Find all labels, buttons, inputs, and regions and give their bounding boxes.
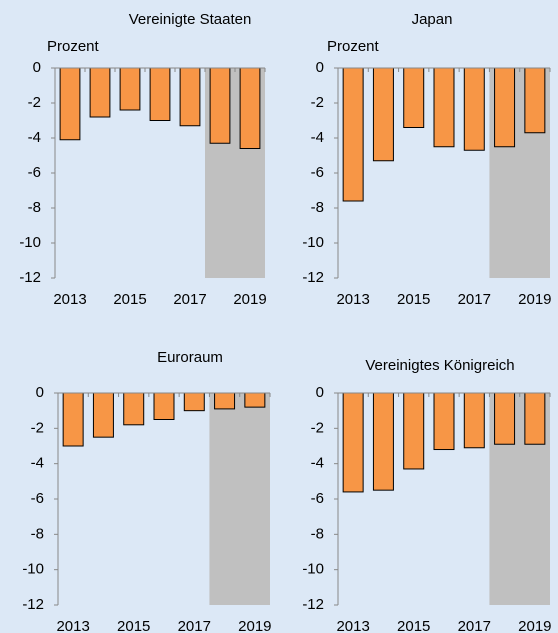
x-tick-label: 2017 <box>178 618 211 633</box>
bar <box>494 392 516 445</box>
y-tick-label: -10 <box>302 234 324 251</box>
x-tick-label: 2013 <box>53 291 86 308</box>
bar <box>209 67 231 144</box>
bar <box>403 67 425 128</box>
y-tick-label: -2 <box>31 419 44 436</box>
bar <box>239 67 261 149</box>
bar <box>524 392 546 445</box>
y-tick-label: -12 <box>22 596 44 613</box>
chart-title: Japan <box>412 11 453 28</box>
bar <box>403 392 425 470</box>
y-tick-label: -4 <box>311 455 324 472</box>
bar <box>244 392 266 408</box>
y-tick-label: -4 <box>311 129 324 146</box>
x-tick-label: 2019 <box>238 618 271 633</box>
y-tick-label: 0 <box>316 59 324 76</box>
y-tick-label: 0 <box>36 384 44 401</box>
x-tick-label: 2017 <box>458 618 491 633</box>
x-tick-label: 2017 <box>458 291 491 308</box>
x-tick-label: 2015 <box>397 291 430 308</box>
forecast-shade <box>209 393 270 605</box>
y-tick-label: -6 <box>31 490 44 507</box>
x-tick-label: 2013 <box>336 291 369 308</box>
y-tick-label: -6 <box>311 490 324 507</box>
y-axis-label: Prozent <box>327 38 380 55</box>
bar <box>372 67 394 162</box>
y-tick-label: -8 <box>31 525 44 542</box>
bar <box>89 67 111 118</box>
bar <box>183 392 205 412</box>
bar <box>179 67 201 127</box>
x-tick-label: 2013 <box>336 618 369 633</box>
bar <box>62 392 84 447</box>
bar <box>92 392 114 438</box>
bar <box>153 392 175 420</box>
y-tick-label: -6 <box>28 164 41 181</box>
x-tick-label: 2015 <box>397 618 430 633</box>
y-tick-label: -8 <box>311 525 324 542</box>
y-tick-label: -2 <box>311 419 324 436</box>
y-tick-label: -4 <box>28 129 41 146</box>
x-tick-label: 2017 <box>173 291 206 308</box>
y-tick-label: -4 <box>31 455 44 472</box>
y-tick-label: -6 <box>311 164 324 181</box>
bar <box>342 392 364 493</box>
y-tick-label: -8 <box>311 199 324 216</box>
x-tick-label: 2019 <box>518 618 551 633</box>
x-tick-label: 2013 <box>56 618 89 633</box>
y-tick-label: -8 <box>28 199 41 216</box>
y-tick-label: -10 <box>22 561 44 578</box>
y-tick-label: 0 <box>316 384 324 401</box>
bar <box>149 67 171 121</box>
x-tick-label: 2015 <box>117 618 150 633</box>
bar <box>433 392 455 451</box>
y-tick-label: -2 <box>311 94 324 111</box>
y-tick-label: -12 <box>19 269 41 286</box>
y-axis-label: Prozent <box>47 38 100 55</box>
bar <box>342 67 364 202</box>
bar <box>463 67 485 151</box>
y-tick-label: -10 <box>302 561 324 578</box>
y-tick-label: -12 <box>302 269 324 286</box>
bar <box>59 67 81 141</box>
y-tick-label: 0 <box>33 59 41 76</box>
y-tick-label: -10 <box>19 234 41 251</box>
bar <box>123 392 145 426</box>
bar <box>372 392 394 491</box>
bar <box>119 67 141 111</box>
bar <box>433 67 455 148</box>
bar <box>494 67 516 148</box>
x-tick-label: 2015 <box>113 291 146 308</box>
bar <box>214 392 236 410</box>
x-tick-label: 2019 <box>233 291 266 308</box>
bar <box>524 67 546 134</box>
chart-title: Vereinigte Staaten <box>129 11 252 28</box>
y-tick-label: -12 <box>302 596 324 613</box>
bar <box>463 392 485 449</box>
x-tick-label: 2019 <box>518 291 551 308</box>
chart-title: Vereinigtes Königreich <box>365 357 514 374</box>
chart-title: Euroraum <box>157 349 223 366</box>
y-tick-label: -2 <box>28 94 41 111</box>
